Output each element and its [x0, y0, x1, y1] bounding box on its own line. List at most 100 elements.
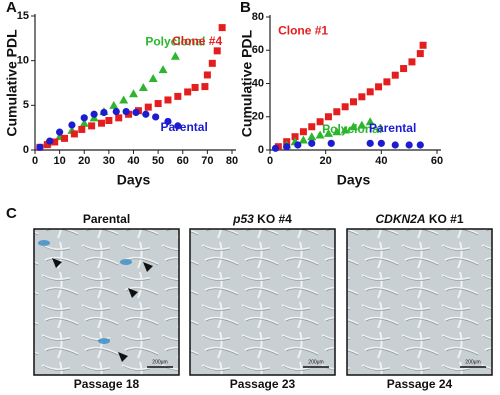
x-tick-label: 0: [32, 155, 38, 167]
triangle-point: [170, 51, 180, 60]
square-point: [201, 83, 209, 91]
circle-point: [416, 141, 424, 149]
triangle-point: [332, 127, 342, 136]
square-point: [375, 83, 383, 91]
square-point: [203, 71, 211, 79]
square-point: [164, 96, 172, 104]
image-title: Parental: [83, 212, 130, 226]
x-tick-label: 70: [201, 155, 213, 167]
y-axis-title: Cumulative PDL: [239, 29, 255, 137]
circle-point: [142, 110, 150, 118]
circle-point: [391, 141, 399, 149]
y-tick-label: 0: [258, 144, 264, 156]
x-tick-label: 60: [177, 155, 189, 167]
circle-point: [283, 143, 291, 151]
square-point: [383, 78, 391, 86]
series-label: Clone #1: [278, 23, 328, 37]
y-axis-title: Cumulative PDL: [4, 29, 20, 137]
triangle-point: [340, 125, 350, 134]
stain: [98, 338, 110, 344]
x-tick-label: 40: [375, 155, 387, 167]
title-text: Parental: [83, 212, 130, 226]
y-tick-label: 15: [17, 10, 29, 22]
circle-point: [327, 139, 335, 147]
square-point: [51, 138, 59, 146]
image-title: CDKN2A KO #1: [375, 212, 463, 226]
square-point: [416, 50, 424, 58]
square-point: [358, 93, 366, 101]
square-point: [125, 110, 133, 118]
panel-label: B: [240, 0, 251, 16]
square-point: [154, 100, 162, 108]
y-tick-label: 80: [252, 11, 264, 23]
y-tick-label: 20: [252, 111, 264, 123]
circle-point: [80, 114, 88, 122]
micrograph: [33, 228, 180, 376]
title-text: KO #4: [254, 212, 292, 226]
square-point: [105, 117, 113, 125]
x-tick-label: 0: [267, 155, 273, 167]
triangle-point: [129, 89, 138, 98]
triangle-point: [315, 130, 325, 139]
y-tick-label: 40: [252, 77, 264, 89]
square-point: [78, 125, 86, 133]
circle-point: [132, 108, 140, 117]
series-label: Polyclonal: [322, 122, 382, 136]
x-tick-label: 20: [78, 155, 90, 167]
title-italic: p53: [232, 212, 254, 226]
circle-point: [377, 139, 385, 147]
x-tick-label: 50: [152, 155, 164, 167]
square-point: [88, 122, 96, 130]
square-point: [70, 130, 78, 138]
panel-label: A: [6, 0, 17, 16]
circle-point: [366, 139, 374, 147]
square-point: [316, 118, 324, 126]
square-point: [213, 47, 221, 55]
x-tick-label: 30: [103, 155, 115, 167]
scale-label: 200μm: [465, 359, 480, 365]
series-label: Polyclonal: [145, 34, 205, 48]
series-label: Parental: [369, 121, 416, 135]
triangle-point: [307, 132, 317, 141]
circle-point: [174, 122, 182, 130]
micrograph: [189, 228, 336, 376]
image-caption: Passage 24: [387, 377, 453, 391]
square-point: [115, 114, 123, 122]
square-point: [144, 103, 152, 111]
square-point: [218, 24, 226, 32]
x-tick-label: 20: [320, 155, 332, 167]
y-tick-label: 10: [17, 55, 29, 67]
circle-point: [36, 143, 44, 151]
triangle-point: [158, 65, 168, 74]
stain: [38, 240, 50, 246]
triangle-point: [357, 120, 367, 129]
stain: [120, 259, 132, 265]
square-point: [174, 92, 182, 100]
x-tick-label: 60: [431, 155, 443, 167]
circle-point: [164, 117, 172, 126]
y-tick-label: 60: [252, 44, 264, 56]
square-point: [97, 119, 105, 127]
scale-label: 200μm: [308, 359, 323, 365]
square-point: [408, 58, 416, 66]
triangle-point: [148, 74, 158, 83]
triangle-point: [349, 122, 358, 131]
circle-point: [122, 107, 130, 116]
title-italic: CDKN2A: [375, 212, 425, 226]
circle-point: [112, 107, 120, 116]
square-point: [184, 88, 192, 96]
circle-point: [68, 121, 76, 129]
y-tick-label: 5: [23, 99, 29, 111]
x-axis-title: Days: [337, 172, 371, 188]
image-title: p53 KO #4: [232, 212, 292, 226]
arrowhead: [118, 352, 128, 362]
square-point: [341, 103, 349, 111]
image-caption: Passage 23: [230, 377, 296, 391]
circle-point: [294, 141, 302, 149]
triangle-point: [79, 118, 89, 127]
square-point: [191, 83, 199, 91]
x-tick-label: 80: [226, 155, 238, 167]
y-tick-label: 0: [23, 144, 29, 156]
triangle-point: [119, 95, 129, 104]
